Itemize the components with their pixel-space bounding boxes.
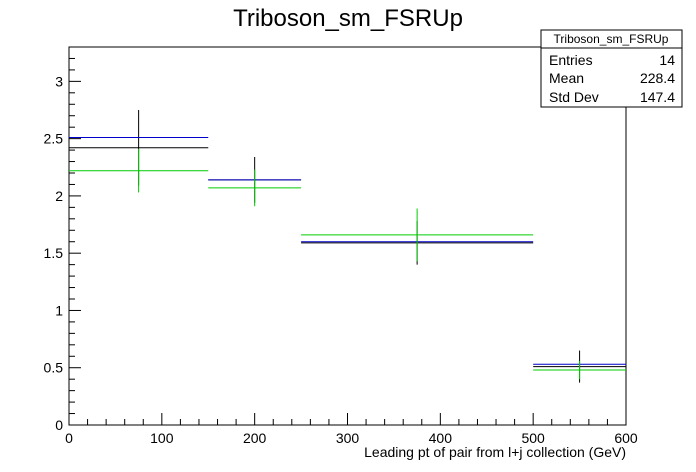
x-tick-label: 200 — [243, 430, 267, 446]
x-tick-label: 500 — [521, 430, 545, 446]
x-tick-label: 600 — [614, 430, 638, 446]
y-tick-label: 3 — [55, 73, 63, 89]
y-tick-label: 2.5 — [44, 131, 64, 147]
stats-stddev-value: 147.4 — [640, 89, 675, 105]
stats-box-title: Triboson_sm_FSRUp — [554, 32, 669, 46]
stats-stddev-label: Std Dev — [549, 89, 599, 105]
stats-mean-label: Mean — [549, 70, 584, 86]
y-axis: 0 0.5 1 1.5 2 2.5 3 — [44, 46, 81, 433]
histogram-series-2 — [69, 148, 626, 380]
x-tick-label: 100 — [150, 430, 174, 446]
y-tick-label: 1.5 — [44, 245, 64, 261]
stats-box-frame — [540, 29, 683, 108]
stats-mean-value: 228.4 — [640, 70, 675, 86]
y-tick-label: 2 — [55, 188, 63, 204]
stats-entries-value: 14 — [659, 52, 675, 68]
x-axis: 0 100 200 300 400 500 600 — [65, 413, 638, 446]
x-tick-label: 300 — [336, 430, 360, 446]
x-axis-label: Leading pt of pair from l+j collection (… — [364, 444, 626, 460]
stats-entries-label: Entries — [549, 52, 593, 68]
y-tick-label: 1 — [55, 302, 63, 318]
x-tick-label: 400 — [429, 430, 453, 446]
stats-box: Triboson_sm_FSRUp Entries 14 Mean 228.4 … — [540, 29, 683, 108]
series-layer — [69, 110, 626, 383]
chart-title: Triboson_sm_FSRUp — [233, 5, 463, 32]
x-tick-label: 0 — [65, 430, 73, 446]
y-tick-label: 0.5 — [44, 360, 64, 376]
y-tick-label: 0 — [55, 417, 63, 433]
